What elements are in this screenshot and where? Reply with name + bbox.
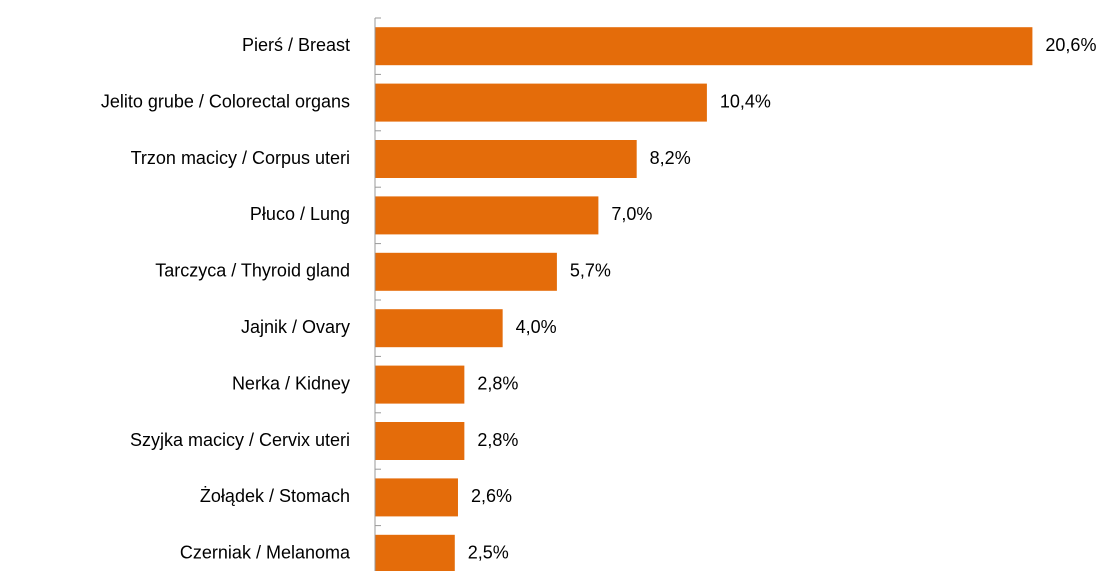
data-label: 20,6% xyxy=(1045,35,1096,55)
bar xyxy=(375,27,1033,66)
data-label: 2,5% xyxy=(468,543,509,563)
data-label: 2,8% xyxy=(477,373,518,393)
bar xyxy=(375,83,707,122)
y-tick-label: Szyjka macicy / Cervix uteri xyxy=(130,430,350,450)
bar xyxy=(375,196,599,235)
bar xyxy=(375,309,503,348)
y-tick-label: Pierś / Breast xyxy=(242,35,350,55)
y-tick-label: Czerniak / Melanoma xyxy=(180,543,351,563)
bar xyxy=(375,365,465,404)
bar xyxy=(375,422,465,460)
data-label: 2,8% xyxy=(477,430,518,450)
data-label: 8,2% xyxy=(650,148,691,168)
bar xyxy=(375,478,458,517)
y-tick-label: Jajnik / Ovary xyxy=(241,317,350,337)
bar xyxy=(375,140,637,178)
y-tick-label: Trzon macicy / Corpus uteri xyxy=(131,148,350,168)
bar xyxy=(375,534,455,571)
y-tick-label: Żołądek / Stomach xyxy=(200,486,350,506)
y-tick-label: Nerka / Kidney xyxy=(232,373,350,393)
data-label: 5,7% xyxy=(570,261,611,281)
data-label: 10,4% xyxy=(720,91,771,111)
y-tick-label: Tarczyca / Thyroid gland xyxy=(155,261,350,281)
data-label: 7,0% xyxy=(611,204,652,224)
bar xyxy=(375,252,557,291)
y-tick-label: Jelito grube / Colorectal organs xyxy=(101,91,350,111)
data-label: 2,6% xyxy=(471,486,512,506)
y-tick-label: Płuco / Lung xyxy=(250,204,350,224)
data-label: 4,0% xyxy=(516,317,557,337)
